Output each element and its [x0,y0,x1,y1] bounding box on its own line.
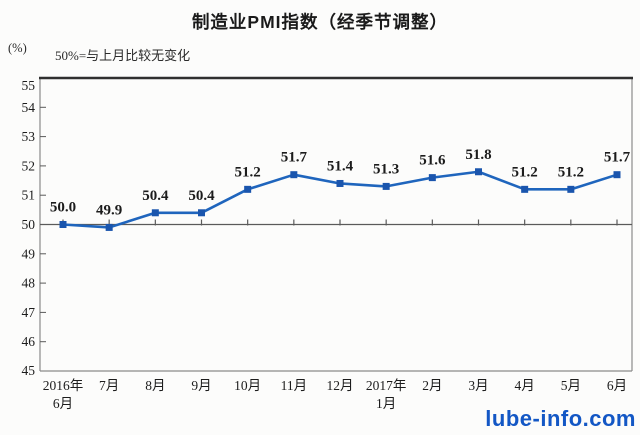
data-point-marker [567,185,575,193]
x-tick-label: 6月 [53,396,73,411]
x-axis-labels: 2016年 6月 7月 8月 9月 10月 11月 12月 2017年 1月 2月 3月 4月 5月 6月 [43,378,627,411]
y-tick-label: 48 [22,276,36,291]
x-tick-label: 9月 [191,378,211,393]
x-tick-label: 1月 [376,396,396,411]
data-point-label: 51.2 [558,164,584,180]
y-tick-label: 55 [22,78,36,93]
data-points [59,168,621,231]
data-point-marker [290,171,298,179]
x-tick-label: 6月 [607,378,627,393]
data-point-marker [521,185,529,193]
x-tick-label: 8月 [145,378,165,393]
y-tick-label: 51 [22,188,36,203]
x-tick-label: 7月 [99,378,119,393]
data-point-label: 51.4 [327,158,354,174]
data-point-marker [198,209,205,217]
y-axis-unit-label: (%) [8,41,27,55]
y-tick-label: 53 [22,129,36,144]
x-tick-label: 10月 [234,378,261,393]
data-point-label: 50.0 [50,200,76,216]
data-point-label: 51.7 [604,150,631,166]
data-point-label: 51.8 [465,147,491,163]
data-point-label: 49.9 [96,202,122,218]
watermark-text: lube-info.com [485,406,636,431]
y-tick-label: 47 [22,305,36,320]
data-point-label: 50.4 [142,188,169,204]
data-point-marker [382,182,390,190]
data-point-marker [244,185,252,193]
data-point-marker [475,168,482,176]
data-point-label: 50.4 [188,188,215,204]
y-tick-label: 52 [22,158,36,173]
y-tick-label: 45 [22,363,36,378]
data-point-marker [105,223,113,231]
data-point-marker [59,221,67,228]
data-point-label: 51.6 [419,153,446,169]
y-tick-label: 50 [22,217,36,232]
x-tick-label: 12月 [327,378,354,393]
data-point-marker [336,179,344,187]
x-tick-label: 2月 [422,378,442,393]
x-tick-label: 3月 [468,378,488,393]
data-point-marker [613,171,621,179]
chart-subtitle: 50%=与上月比较无变化 [55,48,191,63]
data-point-label: 51.7 [281,150,308,166]
reference-line-50 [40,219,632,226]
y-tick-label: 49 [22,246,36,261]
x-tick-label: 2016年 [43,378,84,393]
x-tick-label: 11月 [281,378,308,393]
y-tick-label: 54 [22,100,36,115]
data-point-label: 51.3 [373,161,399,177]
x-tick-label: 5月 [561,378,581,393]
y-axis: 45 46 47 48 49 50 51 52 53 54 55 [22,78,46,378]
data-point-label: 51.2 [512,164,538,180]
y-tick-label: 46 [22,334,36,349]
x-tick-label: 2017年 [366,378,407,393]
data-labels: 50.0 49.9 50.4 50.4 51.2 51.7 51.4 51.3 51.6 51.8… [50,147,631,219]
data-point-marker [151,209,159,217]
x-tick-label: 4月 [515,378,535,393]
data-point-label: 51.2 [235,164,261,180]
chart-title: 制造业PMI指数（经季节调整） [191,12,449,32]
data-point-marker [428,174,436,182]
